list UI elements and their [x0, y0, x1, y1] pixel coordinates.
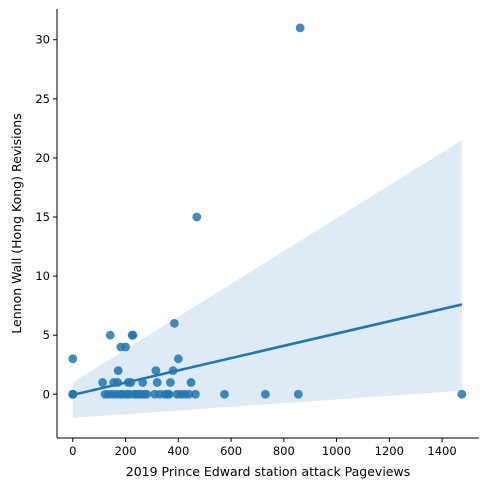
y-tick-label: 0	[43, 387, 50, 401]
y-tick-label: 10	[35, 269, 50, 283]
axes	[56, 9, 479, 439]
data-points	[68, 23, 467, 399]
data-point	[98, 378, 108, 387]
x-tick-label: 200	[115, 444, 137, 458]
data-point	[128, 330, 138, 340]
data-point	[164, 389, 174, 399]
data-point	[295, 23, 305, 33]
data-point	[168, 366, 178, 376]
data-point	[113, 378, 123, 387]
data-point	[142, 389, 152, 399]
data-point	[68, 389, 78, 399]
data-point	[260, 389, 270, 399]
data-point	[173, 354, 183, 364]
data-point	[184, 389, 194, 399]
x-tick-label: 1200	[375, 444, 404, 458]
data-point	[68, 354, 78, 364]
data-point	[113, 366, 123, 376]
data-point	[121, 342, 130, 352]
x-tick-label: 800	[273, 444, 295, 458]
x-tick-label: 600	[220, 444, 242, 458]
confidence-band	[72, 140, 462, 418]
y-ticks: 0 5 10 15 20 25 30	[35, 33, 57, 401]
y-tick-label: 15	[35, 210, 50, 224]
x-tick-label: 0	[69, 444, 76, 458]
data-point	[151, 366, 161, 376]
y-tick-label: 20	[35, 151, 50, 165]
data-point	[220, 389, 229, 399]
x-ticks: 0 200 400 600 800 1000 1200 1400	[69, 438, 457, 458]
regression-line	[72, 303, 463, 397]
data-point	[192, 212, 202, 222]
data-point	[152, 378, 162, 387]
y-tick-label: 30	[35, 33, 50, 47]
data-point	[191, 389, 200, 399]
data-point	[169, 318, 179, 328]
data-point	[138, 378, 148, 387]
y-tick-label: 5	[43, 328, 50, 342]
regression-line-path	[72, 303, 463, 397]
x-axis-label: 2019 Prince Edward station attack Pagevi…	[126, 464, 410, 479]
x-tick-label: 400	[167, 444, 189, 458]
confidence-band-area	[72, 140, 462, 418]
data-point	[457, 389, 467, 399]
x-tick-label: 1400	[427, 444, 456, 458]
x-tick-label: 1000	[322, 444, 351, 458]
data-point	[293, 389, 303, 399]
data-point	[105, 330, 115, 340]
y-tick-label: 25	[35, 92, 50, 106]
y-axis-label: Lennon Wall (Hong Kong) Revisions	[9, 113, 24, 333]
data-point	[126, 378, 136, 387]
data-point	[186, 378, 196, 387]
data-point	[166, 378, 175, 387]
